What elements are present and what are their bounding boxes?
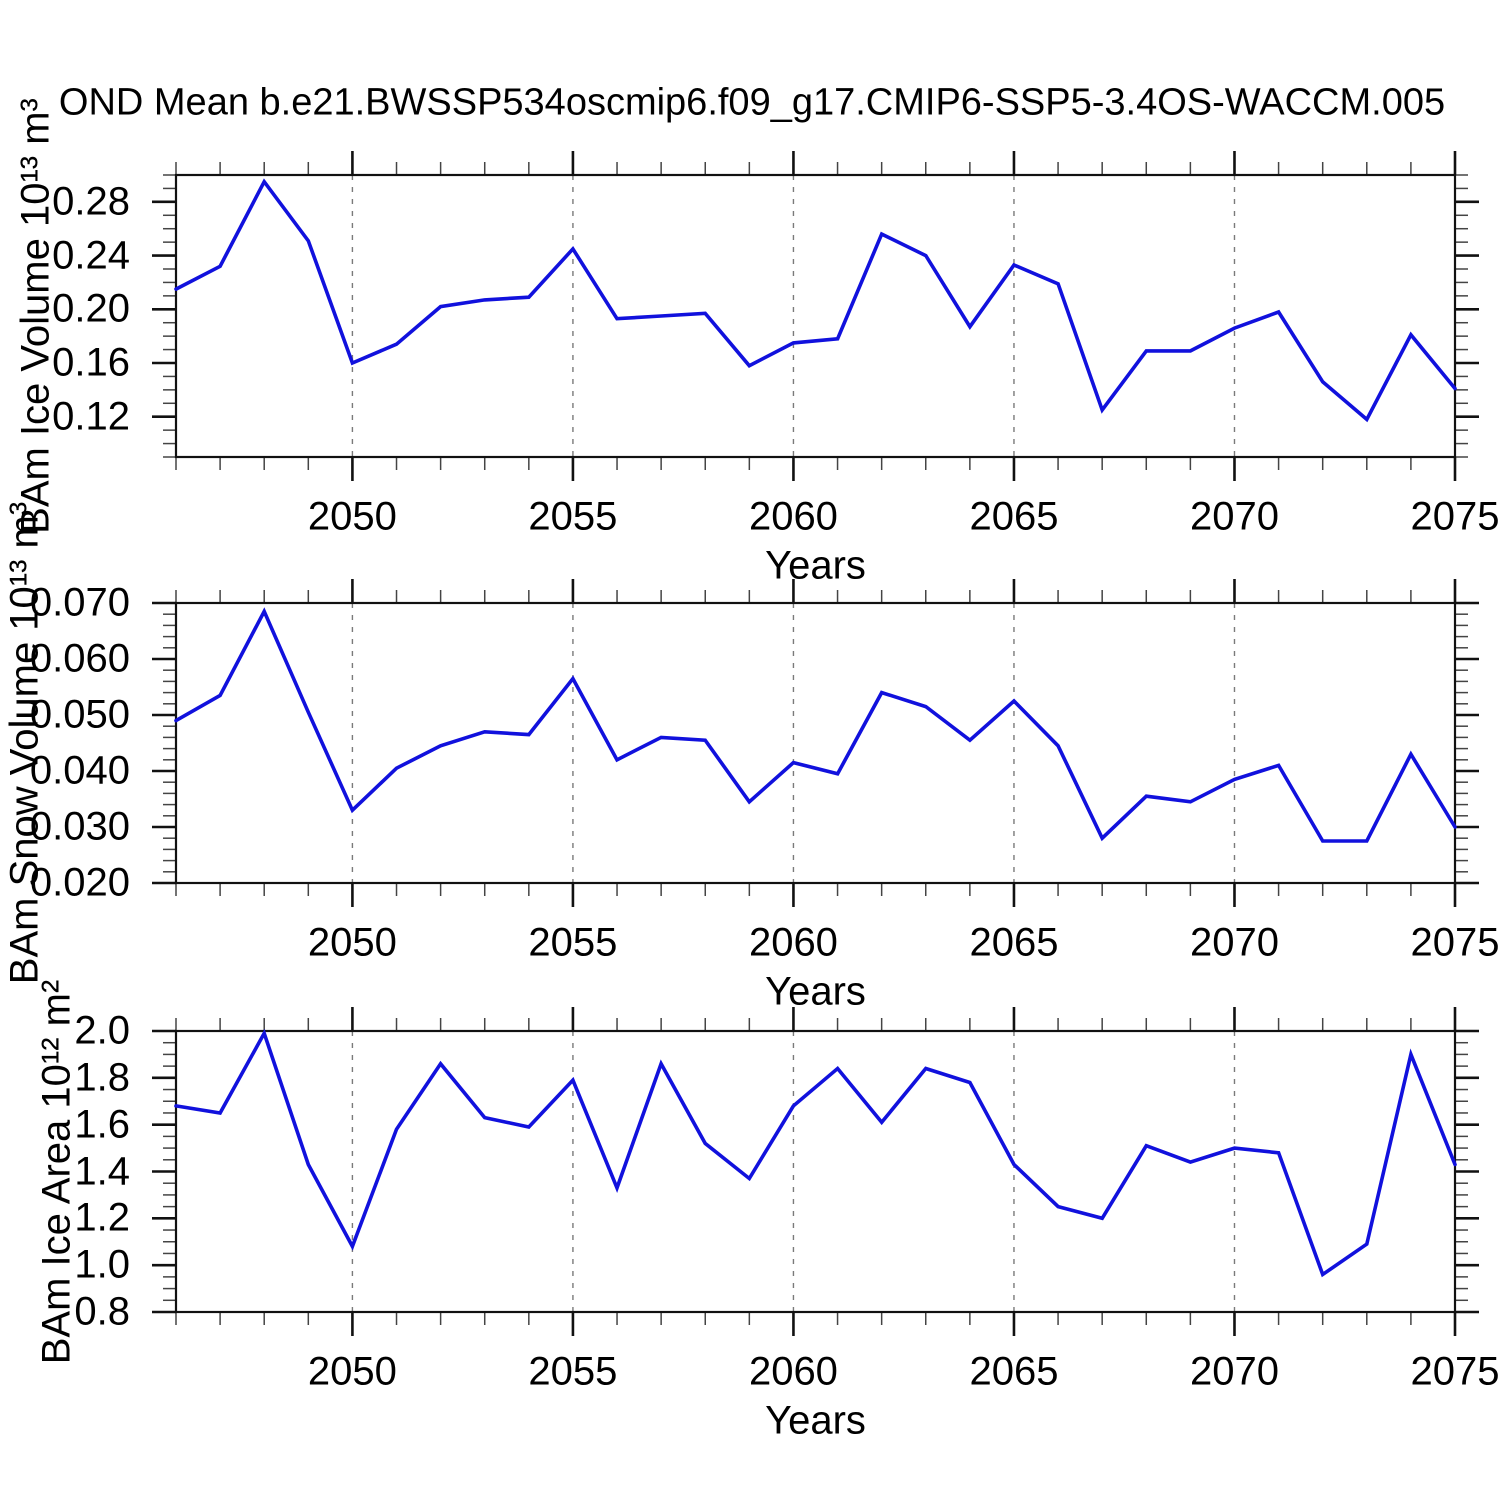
x-tick-label: 2055 bbox=[528, 494, 618, 539]
y-tick-label: 0.16 bbox=[52, 340, 130, 385]
y-tick-label: 0.020 bbox=[29, 860, 130, 905]
x-tick-label: 2050 bbox=[307, 920, 397, 965]
y-tick-label: 1.2 bbox=[74, 1195, 130, 1240]
x-tick-label: 2055 bbox=[528, 1349, 618, 1394]
x-tick-label: 2075 bbox=[1410, 920, 1500, 965]
x-tick-label: 2055 bbox=[528, 920, 618, 965]
y-tick-label: 1.0 bbox=[74, 1242, 130, 1287]
y-tick-label: 2.0 bbox=[74, 1008, 130, 1053]
y-tick-label: 1.6 bbox=[74, 1102, 130, 1147]
y-tick-label: 0.28 bbox=[52, 179, 130, 224]
y-tick-label: 0.12 bbox=[52, 394, 130, 439]
y-tick-label: 0.070 bbox=[29, 580, 130, 625]
data-line-panel-1 bbox=[174, 178, 1457, 423]
x-axis-title-years-panel-2: Years bbox=[765, 969, 866, 1014]
y-tick-label: 0.24 bbox=[52, 233, 130, 278]
x-tick-label: 2070 bbox=[1189, 1349, 1279, 1394]
data-line-panel-3 bbox=[174, 1028, 1457, 1278]
y-axis-title-snow-volume: BAm Snow Volume 10¹³ m³ bbox=[2, 501, 47, 985]
x-tick-label: 2060 bbox=[748, 920, 838, 965]
x-tick-label: 2065 bbox=[969, 494, 1059, 539]
x-tick-label: 2065 bbox=[969, 1349, 1059, 1394]
x-tick-label: 2070 bbox=[1189, 494, 1279, 539]
x-tick-label: 2075 bbox=[1410, 1349, 1500, 1394]
x-tick-label: 2075 bbox=[1410, 494, 1500, 539]
x-tick-label: 2050 bbox=[307, 1349, 397, 1394]
y-tick-label: 0.060 bbox=[29, 636, 130, 681]
plot-box bbox=[174, 173, 1457, 459]
y-tick-label: 0.20 bbox=[52, 286, 130, 331]
y-tick-label: 0.8 bbox=[74, 1289, 130, 1334]
x-tick-label: 2060 bbox=[748, 1349, 838, 1394]
y-tick-label: 1.8 bbox=[74, 1055, 130, 1100]
x-tick-label: 2050 bbox=[307, 494, 397, 539]
data-line-panel-2 bbox=[174, 607, 1457, 843]
y-tick-label: 1.4 bbox=[74, 1149, 130, 1193]
x-axis-title-years-panel-1: Years bbox=[765, 543, 866, 588]
y-tick-label: 0.040 bbox=[29, 748, 130, 793]
x-tick-label: 2060 bbox=[748, 494, 838, 539]
x-axis-title-years-panel-3: Years bbox=[765, 1398, 866, 1443]
x-tick-label: 2065 bbox=[969, 920, 1059, 965]
plot-box bbox=[174, 1029, 1457, 1314]
y-tick-label: 0.050 bbox=[29, 692, 130, 737]
y-tick-label: 0.030 bbox=[29, 804, 130, 849]
chart-title: OND Mean b.e21.BWSSP534oscmip6.f09_g17.C… bbox=[58, 81, 1446, 124]
x-tick-label: 2070 bbox=[1189, 920, 1279, 965]
plot-box bbox=[174, 601, 1457, 885]
